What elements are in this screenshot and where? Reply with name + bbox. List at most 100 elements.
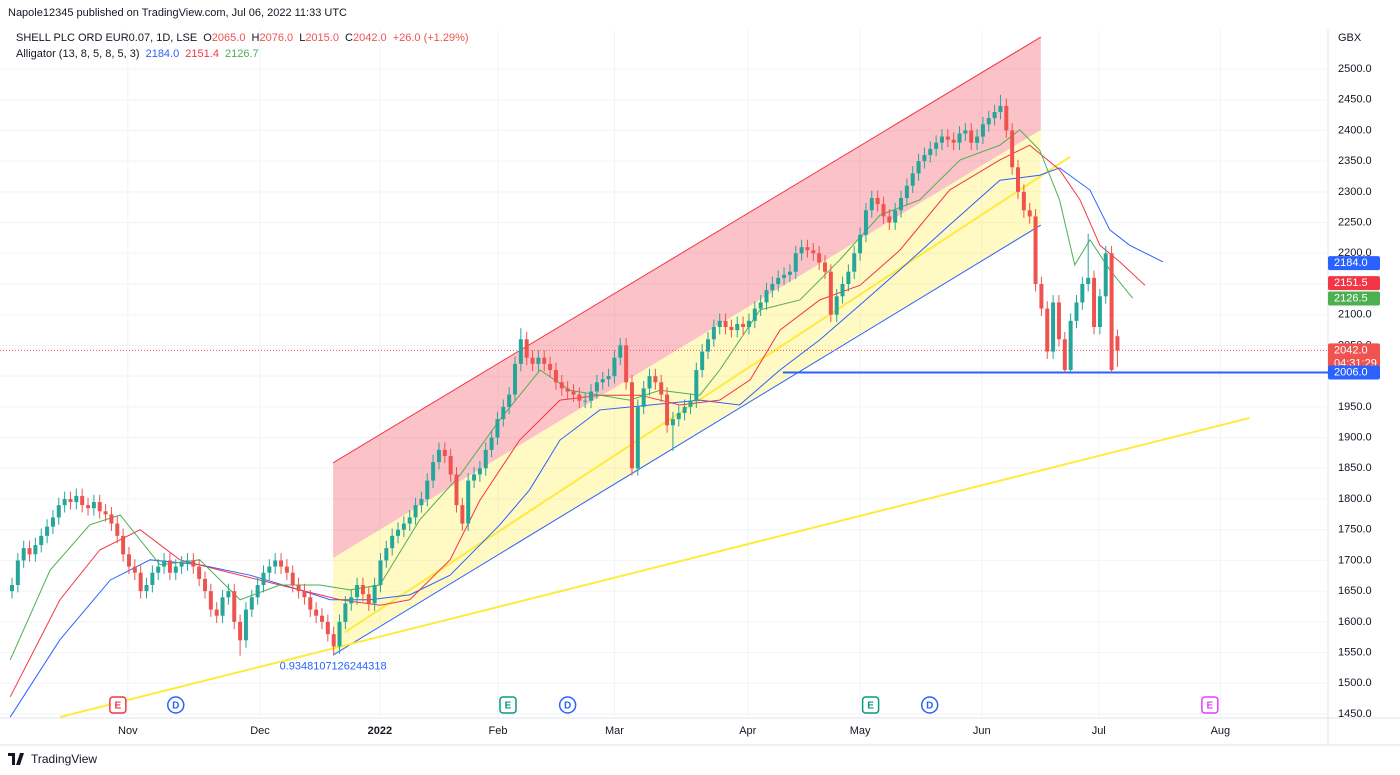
candle-body — [1051, 302, 1056, 352]
candle-body — [817, 253, 822, 263]
event-marker[interactable]: D — [558, 696, 577, 714]
event-label: E — [115, 701, 122, 712]
candle-body — [799, 247, 804, 254]
candle-body — [676, 413, 681, 420]
candle-body — [805, 247, 810, 251]
candle-body — [653, 376, 658, 383]
candle-body — [1039, 284, 1044, 309]
candle-body — [793, 253, 798, 272]
candle-body — [612, 357, 617, 377]
candle-body — [583, 400, 588, 402]
event-marker[interactable]: D — [920, 696, 939, 714]
candle-body — [360, 585, 365, 595]
candle-body — [302, 591, 307, 598]
logo — [8, 753, 24, 765]
candle-body — [834, 296, 839, 315]
candle-body — [267, 566, 272, 573]
ohlc-label: C — [345, 32, 353, 44]
candle-body — [185, 560, 190, 564]
candle-body — [9, 585, 14, 592]
price-tag-label: 2006.0 — [1334, 366, 1368, 378]
y-tick-label: 2250.0 — [1338, 216, 1372, 228]
event-marker[interactable]: D — [167, 696, 185, 714]
candle-body — [700, 351, 705, 371]
candle-body — [214, 609, 219, 616]
candle-body — [507, 394, 512, 407]
y-tick-label: 2300.0 — [1338, 186, 1372, 198]
price-tag — [1328, 291, 1380, 306]
y-tick-label: 1550.0 — [1338, 646, 1372, 658]
channel-upper-zone — [333, 37, 1041, 558]
candle-body — [1027, 210, 1032, 217]
candle-body — [56, 505, 61, 518]
candle-body — [109, 514, 114, 524]
candle-body — [776, 277, 781, 285]
channel-lower-edge — [332, 224, 1042, 656]
event-marker[interactable]: E — [109, 696, 127, 714]
candle-body — [916, 161, 921, 174]
candle-body — [711, 327, 716, 340]
event-label: D — [172, 701, 179, 712]
event-label: E — [867, 701, 874, 712]
candle-body — [530, 357, 535, 364]
event-marker[interactable]: E — [1201, 696, 1219, 714]
ohlc-label: L — [299, 32, 306, 44]
price-tag — [1328, 365, 1380, 380]
candle-body — [425, 480, 430, 500]
candle-body — [68, 499, 73, 503]
candle-body — [314, 609, 319, 616]
event-marker[interactable]: E — [499, 696, 517, 714]
candle-body — [659, 382, 664, 395]
candle-body — [694, 370, 699, 401]
candle-body — [495, 419, 500, 438]
candle-body — [173, 566, 178, 573]
candle-body — [723, 320, 728, 328]
candle-body — [226, 591, 231, 598]
y-tick-label: 2400.0 — [1338, 124, 1372, 136]
price-tag-label: 2042.0 — [1334, 344, 1368, 356]
candle-body — [460, 505, 465, 524]
candle-body — [197, 566, 202, 579]
indicator-value: 2184.0 — [145, 48, 180, 60]
candle-body — [782, 274, 787, 278]
candle-body — [910, 173, 915, 186]
candle-body — [396, 529, 401, 536]
y-tick-label: 1850.0 — [1338, 462, 1372, 474]
candle-body — [80, 495, 85, 506]
candle-body — [717, 320, 722, 328]
candle-body — [21, 548, 26, 561]
candle-body — [378, 560, 383, 586]
x-tick-label: 2022 — [368, 725, 392, 737]
candle-body — [308, 597, 313, 610]
candle-body — [887, 216, 892, 223]
candle-body — [343, 603, 348, 622]
y-tick-label: 1600.0 — [1338, 616, 1372, 628]
candle-body — [1062, 339, 1067, 371]
ohlc-value: 2015.0 — [305, 32, 339, 44]
candle-body — [624, 345, 629, 383]
candle-body — [483, 449, 488, 469]
candle-body — [893, 210, 898, 223]
candle-body — [156, 566, 161, 573]
candle-body — [969, 130, 974, 143]
candle-body — [448, 456, 453, 475]
candle-body — [208, 591, 213, 610]
candle-body — [735, 323, 740, 331]
event-icon — [499, 696, 517, 714]
event-marker[interactable]: E — [861, 696, 880, 714]
candle-body — [1115, 336, 1120, 351]
candle-body — [922, 155, 927, 162]
candle-body — [86, 505, 91, 509]
midline — [344, 156, 1071, 634]
candle-body — [869, 198, 874, 211]
price-tag — [1328, 276, 1380, 291]
candle-body — [162, 560, 167, 567]
y-tick-label: 2450.0 — [1338, 94, 1372, 106]
candle-body — [553, 370, 558, 383]
candle-body — [629, 382, 634, 469]
candle-body — [319, 615, 324, 622]
candle-body — [477, 468, 482, 475]
candle-body — [1056, 302, 1061, 340]
candle-body — [571, 391, 576, 395]
